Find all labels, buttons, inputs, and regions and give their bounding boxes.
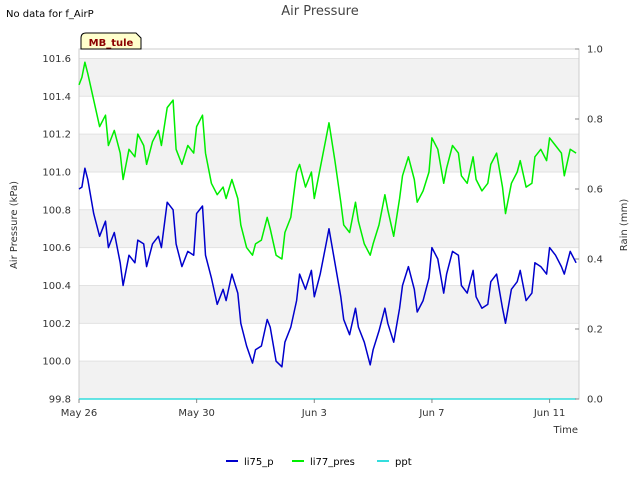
plot-band-4 — [79, 58, 579, 97]
y2-tick-label-2: 0.4 — [587, 255, 603, 266]
plot-band-0 — [79, 361, 579, 399]
y-tick-label-9: 101.6 — [42, 54, 71, 65]
y2-tick-label-4: 0.8 — [587, 115, 603, 126]
y-tick-label-0: 99.8 — [49, 395, 71, 406]
y2-tick-label-3: 0.6 — [587, 185, 603, 196]
x-tick-label-1: May 30 — [178, 408, 215, 419]
y-tick-label-2: 100.2 — [42, 319, 71, 330]
y2-tick-label-1: 0.2 — [587, 325, 603, 336]
plot-gridlines — [79, 57, 579, 400]
station-badge-shape — [80, 32, 142, 50]
x-tick-label-0: May 26 — [61, 408, 98, 419]
y-tick-label-3: 100.4 — [42, 281, 71, 292]
y-axis-ticks: 99.8 100.0 100.2 100.4 100.6 100.8 101.0 101.2 1… — [42, 54, 71, 406]
y-axis-label: Air Pressure (kPa) — [9, 181, 20, 269]
y-tick-label-1: 100.0 — [42, 357, 71, 368]
y-tick-label-6: 101.0 — [42, 167, 71, 178]
y-tick-label-8: 101.4 — [42, 92, 71, 103]
station-badge-text: MB_tule — [89, 38, 134, 49]
chart-title: Air Pressure — [281, 4, 359, 19]
x-tick-label-4: Jun 11 — [533, 408, 566, 419]
y-tick-label-7: 101.2 — [42, 130, 71, 141]
series-layer — [78, 61, 577, 400]
station-badge: MB_tule — [80, 32, 142, 50]
series-line-li77-pres — [78, 61, 577, 260]
x-tick-label-2: Jun 3 — [301, 408, 327, 419]
legend-label-li75-p: li75_p — [244, 457, 274, 468]
plot-band-1 — [79, 285, 579, 324]
y2-axis-label: Rain (mm) — [619, 199, 630, 252]
y2-tick-label-5: 1.0 — [587, 45, 603, 56]
y-tick-label-4: 100.6 — [42, 243, 71, 254]
y2-axis-ticks: 0.0 0.2 0.4 0.6 0.8 1.0 — [575, 45, 603, 406]
x-axis-label: Time — [553, 425, 578, 436]
legend-label-ppt: ppt — [395, 457, 412, 468]
x-tick-label-3: Jun 7 — [418, 408, 444, 419]
legend: li75_p li77_pres ppt — [226, 457, 412, 468]
y2-tick-label-0: 0.0 — [587, 395, 603, 406]
x-axis-ticks: May 26 May 30 Jun 3 Jun 7 Jun 11 — [61, 399, 566, 419]
no-data-note: No data for f_AirP — [6, 9, 94, 20]
y-tick-label-5: 100.8 — [42, 205, 71, 216]
plot-bands — [79, 58, 579, 399]
legend-label-li77-pres: li77_pres — [310, 457, 355, 468]
series-line-li75-p — [78, 167, 577, 368]
